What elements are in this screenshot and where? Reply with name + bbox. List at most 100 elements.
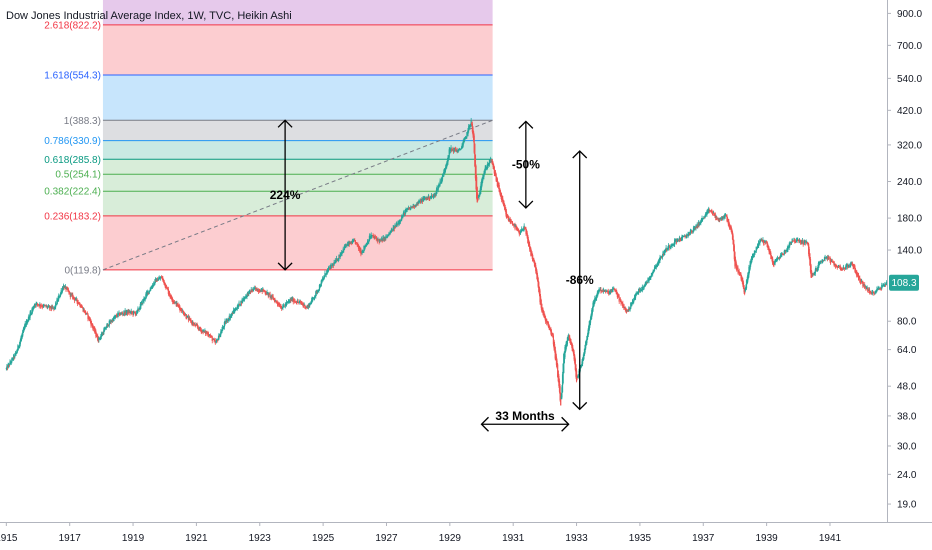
candle-body xyxy=(612,288,614,291)
y-tick-label: 900.0 xyxy=(897,9,922,20)
candle-body xyxy=(67,288,69,291)
candle-body xyxy=(52,307,54,309)
candle-body xyxy=(586,336,588,343)
candle-body xyxy=(541,303,543,312)
candle-body xyxy=(676,238,678,242)
candle-body xyxy=(182,310,184,312)
candle-body xyxy=(691,231,693,233)
candle-body xyxy=(174,302,176,303)
candle-body xyxy=(648,277,650,281)
candle-body xyxy=(864,284,866,289)
candle-body xyxy=(119,314,121,316)
candle-body xyxy=(689,233,691,235)
candle-body xyxy=(232,313,234,315)
candle-body xyxy=(144,298,146,300)
candle-body xyxy=(234,308,236,311)
candle-body xyxy=(865,286,867,290)
candle-body xyxy=(488,164,490,165)
candle-body xyxy=(44,305,46,307)
candle-body xyxy=(600,290,603,292)
candle-body xyxy=(772,258,774,265)
candle-body xyxy=(269,294,271,298)
candle-body xyxy=(444,167,447,171)
candle-body xyxy=(164,282,166,285)
time-axis[interactable]: 1915191719191921192319251927192919311933… xyxy=(0,522,932,544)
candle-body xyxy=(276,301,278,303)
candle-body xyxy=(554,347,556,359)
candle-body xyxy=(450,147,452,150)
candle-body xyxy=(324,272,326,277)
candle-body xyxy=(501,194,503,201)
candle-body xyxy=(179,306,181,311)
candle-body xyxy=(758,241,760,246)
candle-body xyxy=(613,288,615,290)
candle-body xyxy=(225,322,227,324)
candle-body xyxy=(859,279,862,283)
candle-body xyxy=(868,289,870,291)
candle-body xyxy=(323,277,325,280)
candle-body xyxy=(870,291,872,295)
candle-body xyxy=(6,367,9,369)
candle-body xyxy=(660,256,662,259)
candle-body xyxy=(446,160,448,165)
candle-body xyxy=(641,289,643,291)
candle-body xyxy=(724,213,726,217)
candle-body xyxy=(543,312,545,316)
candle-body xyxy=(329,268,331,270)
candle-body xyxy=(580,365,582,369)
x-tick-label: 1941 xyxy=(819,533,842,544)
candle-body xyxy=(133,311,135,314)
candle-body xyxy=(466,132,468,138)
candle-body xyxy=(11,357,14,361)
candle-body xyxy=(307,306,309,308)
candle-body xyxy=(884,284,886,286)
candle-body xyxy=(544,316,547,322)
candle-body xyxy=(692,227,695,232)
candle-body xyxy=(246,293,248,297)
candle-body xyxy=(388,233,391,235)
y-tick-label: 700.0 xyxy=(897,41,922,52)
candle-body xyxy=(175,301,177,303)
candle-body xyxy=(580,365,583,367)
candle-body xyxy=(13,357,15,358)
candle-body xyxy=(462,143,464,148)
arrow-head xyxy=(277,119,293,128)
candle-body xyxy=(807,243,809,246)
candle-body xyxy=(183,312,185,316)
candle-body xyxy=(368,239,370,243)
candle-body xyxy=(242,300,244,302)
candle-body xyxy=(189,318,191,320)
candle-body xyxy=(526,232,528,238)
candle-body xyxy=(747,274,749,282)
candle-body xyxy=(529,244,531,250)
candle-body xyxy=(315,290,318,294)
candle-body xyxy=(784,249,786,253)
candle-body xyxy=(407,207,410,210)
candle-body xyxy=(206,333,208,334)
candle-body xyxy=(442,176,444,177)
candle-body xyxy=(740,274,742,279)
candle-body xyxy=(550,331,553,337)
candle-body xyxy=(57,297,59,302)
candle-body xyxy=(599,288,601,291)
candle-body xyxy=(712,212,714,214)
candle-body xyxy=(351,242,353,245)
candle-body xyxy=(881,284,883,289)
candle-body xyxy=(650,273,653,277)
candle-body xyxy=(270,295,272,298)
candle-body xyxy=(306,306,308,308)
candle-body xyxy=(577,374,579,378)
candle-body xyxy=(463,137,466,142)
candle-body xyxy=(585,340,587,346)
candle-body xyxy=(305,306,307,308)
candle-body xyxy=(448,155,450,160)
candle-body xyxy=(759,238,761,244)
candle-body xyxy=(767,246,770,250)
candle-body xyxy=(552,335,555,345)
candle-body xyxy=(701,218,703,221)
candle-body xyxy=(328,267,330,270)
candle-body xyxy=(405,209,408,211)
price-axis[interactable]: 900.0700.0540.0420.0320.0240.0180.0140.0… xyxy=(887,0,922,522)
candle-body xyxy=(359,247,361,252)
